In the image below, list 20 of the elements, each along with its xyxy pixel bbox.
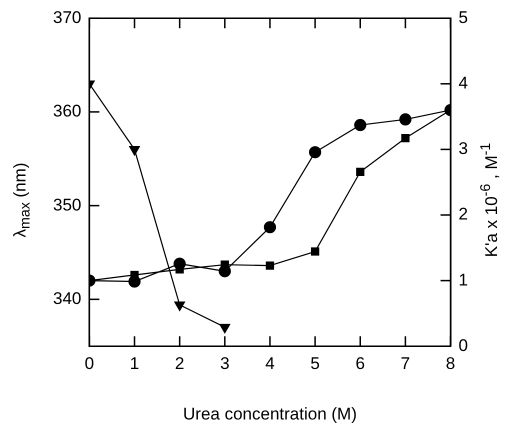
x-axis-title: Urea concentration (M) bbox=[183, 404, 357, 424]
x-tick-label: 1 bbox=[130, 354, 140, 374]
y-tick-label: 350 bbox=[52, 195, 82, 214]
x-tick-label: 6 bbox=[356, 354, 365, 374]
x-tick-label: 0 bbox=[84, 354, 94, 374]
y2-tick-label: 3 bbox=[458, 139, 468, 158]
y2-tick-label: 1 bbox=[458, 270, 468, 290]
y-tick-label: 340 bbox=[52, 289, 82, 308]
y-tick-label: 360 bbox=[52, 102, 82, 121]
y2-tick-label: 2 bbox=[458, 204, 468, 224]
y-tick-label: 370 bbox=[52, 8, 82, 27]
x-tick-label: 8 bbox=[446, 354, 456, 374]
y2-tick-label: 0 bbox=[458, 336, 468, 355]
y2-tick-label: 4 bbox=[458, 73, 468, 92]
x-tick-label: 7 bbox=[400, 354, 410, 374]
x-tick-label: 2 bbox=[174, 354, 184, 374]
x-tick-label: 3 bbox=[220, 354, 230, 374]
x-tick-label: 5 bbox=[310, 354, 320, 374]
y2-tick-label: 5 bbox=[458, 8, 468, 27]
x-tick-label: 4 bbox=[265, 354, 275, 374]
